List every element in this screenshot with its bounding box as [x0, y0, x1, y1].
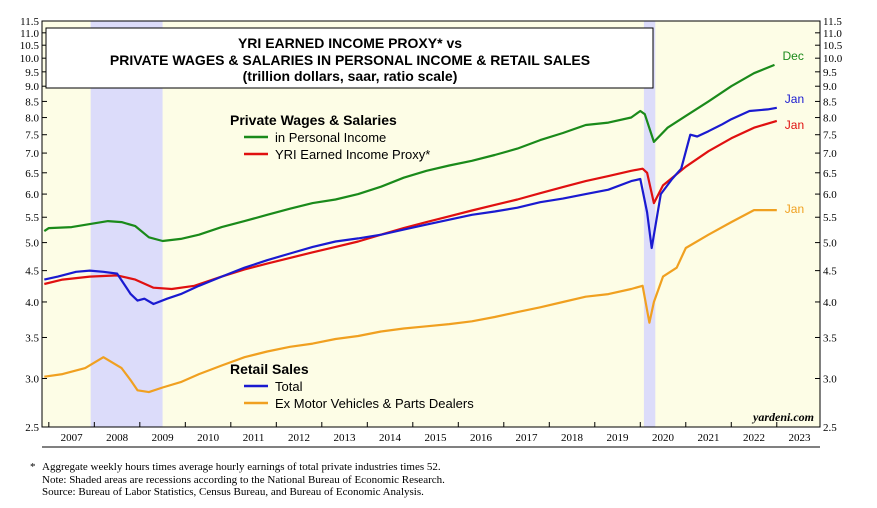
- y-tick-label-left: 9.0: [25, 81, 39, 93]
- end-label-retail_ex: Jan: [785, 202, 804, 216]
- chart-svg: 2.5 2.5 3.0 3.0 3.5 3.5 4.0 4.0 4.5 4.5 5.0 5.0 5.5 5…: [20, 16, 843, 448]
- y-tick-label-right: 7.0: [823, 148, 837, 160]
- legend-heading-wages: Private Wages & Salaries: [230, 112, 397, 128]
- y-tick-label-left: 2.5: [25, 422, 39, 434]
- y-tick-label-right: 7.5: [823, 130, 837, 142]
- series-line-retail_ex: [44, 209, 777, 394]
- y-tick-label-left: 3.0: [25, 373, 39, 385]
- footnote-line-1: * Aggregate weekly hours times average ho…: [30, 461, 860, 474]
- footnotes: * Aggregate weekly hours times average ho…: [30, 461, 860, 499]
- plot-frame: [41, 20, 821, 448]
- footnote-source: Source: Bureau of Labor Statistics, Cens…: [42, 486, 424, 498]
- x-tick-label-2011: 2011: [243, 432, 265, 444]
- end-label-proxy: Jan: [785, 118, 804, 132]
- x-tick-label-2007: 2007: [61, 432, 84, 444]
- x-tick-label-2016: 2016: [470, 432, 493, 444]
- y-tick-label-left: 11.0: [20, 28, 39, 40]
- footnote-line-3: Source: Bureau of Labor Statistics, Cens…: [30, 486, 860, 499]
- end-label-wages: Dec: [783, 49, 804, 63]
- y-tick-label-right: 11.5: [823, 16, 842, 28]
- x-tick-label-2023: 2023: [789, 432, 812, 444]
- x-tick-label-2022: 2022: [743, 432, 765, 444]
- series-line-wages: [43, 63, 775, 243]
- x-tick-label-2015: 2015: [425, 432, 448, 444]
- y-tick-label-left: 6.0: [25, 189, 39, 201]
- y-tick-label-right: 3.0: [823, 373, 837, 385]
- y-tick-label-left: 9.5: [25, 67, 39, 79]
- x-tick-label-2020: 2020: [652, 432, 675, 444]
- legend-label-retail-ex: Ex Motor Vehicles & Parts Dealers: [275, 396, 474, 411]
- y-tick-label-right: 6.5: [823, 168, 837, 180]
- y-tick-label-left: 6.5: [25, 168, 39, 180]
- plot-background: [42, 21, 820, 427]
- x-tick-label-2008: 2008: [106, 432, 129, 444]
- series-lines: Dec Jan Jan Jan: [43, 49, 804, 394]
- x-tick-label-2017: 2017: [516, 432, 539, 444]
- x-tick-label-2018: 2018: [561, 432, 584, 444]
- y-tick-label-left: 5.5: [25, 212, 39, 224]
- y-tick-label-right: 10.0: [823, 53, 843, 65]
- y-tick-label-right: 5.5: [823, 212, 837, 224]
- legend-label-wages: in Personal Income: [275, 130, 386, 145]
- y-tick-label-left: 8.0: [25, 113, 39, 125]
- x-tick-label-2014: 2014: [379, 432, 402, 444]
- x-tick-label-2013: 2013: [334, 432, 357, 444]
- x-tick-label-2009: 2009: [152, 432, 175, 444]
- y-tick-label-right: 5.0: [823, 238, 837, 250]
- x-tick-label-2012: 2012: [288, 432, 310, 444]
- x-tick-label-2021: 2021: [698, 432, 720, 444]
- y-tick-label-left: 4.0: [25, 297, 39, 309]
- x-tick-label-2019: 2019: [607, 432, 630, 444]
- end-label-retail_total: Jan: [785, 92, 804, 106]
- y-tick-label-left: 7.5: [25, 130, 39, 142]
- footnote-note: Note: Shaded areas are recessions accord…: [42, 473, 445, 486]
- legend-heading-retail: Retail Sales: [230, 361, 309, 377]
- chart-title-line-2: PRIVATE WAGES & SALARIES IN PERSONAL INC…: [110, 52, 590, 68]
- title-box: YRI EARNED INCOME PROXY* vs PRIVATE WAGE…: [45, 27, 654, 89]
- footnote-definition: Aggregate weekly hours times average hou…: [42, 461, 441, 473]
- legend-wages: Private Wages & Salaries in Personal Inc…: [230, 112, 430, 162]
- title-box-border: [45, 27, 654, 89]
- y-tick-label-right: 9.5: [823, 67, 837, 79]
- y-tick-label-right: 6.0: [823, 189, 837, 201]
- y-tick-label-left: 7.0: [25, 148, 39, 160]
- axis-ticks: 2.5 2.5 3.0 3.0 3.5 3.5 4.0 4.0 4.5 4.5 5.0 5.0 5.5 5…: [20, 16, 843, 444]
- y-tick-label-left: 8.5: [25, 96, 39, 108]
- y-tick-label-right: 8.0: [823, 113, 837, 125]
- source-watermark: yardeni.com: [751, 410, 814, 424]
- footnote-star: *: [30, 461, 36, 473]
- y-tick-label-left: 4.5: [25, 266, 39, 278]
- y-tick-label-left: 3.5: [25, 332, 39, 344]
- plot-border: [41, 20, 821, 428]
- chart-title-line-1: YRI EARNED INCOME PROXY* vs: [238, 35, 462, 51]
- y-tick-label-right: 3.5: [823, 332, 837, 344]
- chart-title-line-3: (trillion dollars, saar, ratio scale): [243, 68, 458, 84]
- y-tick-label-left: 5.0: [25, 238, 39, 250]
- y-tick-label-right: 9.0: [823, 81, 837, 93]
- series-line-proxy: [44, 119, 778, 291]
- y-tick-label-right: 4.5: [823, 266, 837, 278]
- x-tick-label-2010: 2010: [197, 432, 220, 444]
- footnote-line-2: Note: Shaded areas are recessions accord…: [30, 474, 860, 487]
- y-tick-label-right: 8.5: [823, 96, 837, 108]
- y-tick-label-left: 11.5: [20, 16, 39, 28]
- legend-label-retail-total: Total: [275, 379, 303, 394]
- legend-retail: Retail Sales Total Ex Motor Vehicles & P…: [230, 361, 474, 411]
- y-tick-label-right: 10.5: [823, 40, 843, 52]
- legend-label-proxy: YRI Earned Income Proxy*: [275, 147, 430, 162]
- y-tick-label-right: 11.0: [823, 28, 842, 40]
- y-tick-label-left: 10.0: [20, 53, 40, 65]
- series-line-retail_total: [44, 106, 777, 306]
- y-tick-label-left: 10.5: [20, 40, 40, 52]
- y-tick-label-right: 2.5: [823, 422, 837, 434]
- y-tick-label-right: 4.0: [823, 297, 837, 309]
